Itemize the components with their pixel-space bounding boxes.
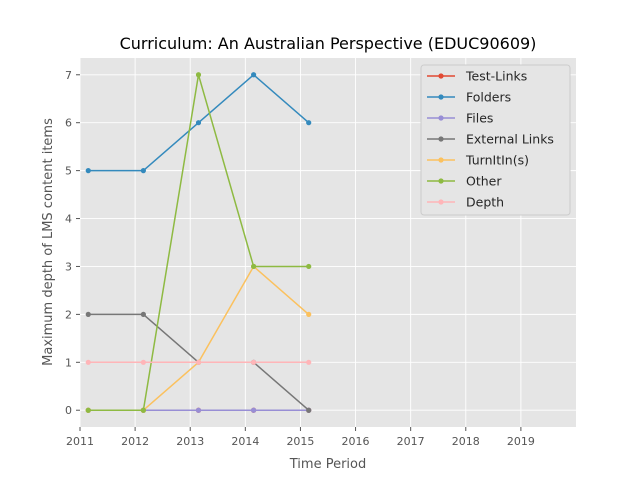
y-tick-label: 5 — [65, 165, 72, 178]
y-tick-label: 1 — [65, 356, 72, 369]
data-point — [140, 168, 146, 174]
y-axis-label: Maximum depth of LMS content items — [41, 118, 56, 366]
x-axis-label: Time Period — [289, 457, 366, 472]
y-axis-ticks: 0 1 2 3 4 5 6 7 — [65, 69, 80, 417]
data-point — [195, 72, 202, 78]
y-tick-label: 2 — [65, 308, 72, 321]
data-point — [251, 263, 257, 270]
data-point — [140, 359, 146, 365]
y-tick-label: 0 — [65, 404, 72, 417]
legend-label: Files — [466, 111, 493, 126]
data-point — [306, 120, 312, 126]
legend-item: Folders — [427, 90, 511, 105]
y-tick-label: 7 — [65, 69, 72, 82]
data-point — [140, 311, 146, 317]
data-point — [251, 359, 257, 365]
x-tick-label: 2013 — [176, 435, 204, 448]
legend-marker — [438, 157, 444, 163]
legend-item: TurnItIn(s) — [427, 153, 529, 168]
chart-title: Curriculum: An Australian Perspective (E… — [120, 34, 537, 53]
data-point — [140, 407, 146, 413]
x-tick-label: 2019 — [507, 435, 535, 448]
legend-label: Depth — [466, 195, 504, 210]
series-layer — [85, 72, 312, 413]
legend-marker — [438, 94, 444, 100]
series-folders — [85, 72, 312, 174]
y-tick-label: 6 — [65, 117, 72, 130]
y-tick-label: 3 — [65, 260, 72, 273]
legend-label: Folders — [466, 90, 511, 105]
legend-marker — [438, 136, 444, 142]
x-tick-label: 2011 — [66, 435, 94, 448]
x-tick-label: 2016 — [342, 435, 370, 448]
data-point — [195, 407, 202, 413]
data-point — [251, 407, 257, 413]
x-tick-label: 2012 — [121, 435, 149, 448]
legend-box — [420, 64, 571, 216]
legend: Test-Links Folders Files External Links Turn… — [420, 64, 571, 216]
legend-marker — [438, 115, 444, 121]
data-point — [195, 120, 202, 126]
legend-marker — [438, 199, 444, 205]
data-point — [85, 168, 91, 174]
legend-item: External Links — [427, 132, 554, 147]
legend-item: Other — [427, 174, 502, 189]
data-point — [85, 359, 91, 365]
legend-label: Test-Links — [465, 69, 527, 84]
data-point — [85, 311, 91, 317]
legend-label: Other — [466, 174, 502, 189]
legend-label: External Links — [466, 132, 554, 147]
series-depth — [85, 359, 312, 365]
legend-label: TurnItIn(s) — [465, 153, 529, 168]
data-point — [306, 407, 312, 413]
x-axis-ticks: 2011 2012 2013 2014 2015 2016 2017 2018 2019 — [66, 427, 535, 448]
series-other — [85, 72, 312, 413]
y-tick-label: 4 — [65, 213, 72, 226]
data-point — [251, 72, 257, 78]
legend-marker — [438, 73, 444, 79]
data-point — [195, 359, 202, 365]
legend-marker — [438, 178, 444, 184]
legend-item: Depth — [427, 195, 504, 210]
data-point — [306, 263, 312, 270]
legend-item: Test-Links — [427, 69, 527, 84]
x-tick-label: 2015 — [286, 435, 314, 448]
data-point — [85, 407, 91, 413]
x-tick-label: 2018 — [452, 435, 480, 448]
legend-item: Files — [427, 111, 493, 126]
data-point — [306, 359, 312, 365]
x-tick-label: 2017 — [397, 435, 425, 448]
x-tick-label: 2014 — [231, 435, 259, 448]
data-point — [306, 311, 312, 317]
